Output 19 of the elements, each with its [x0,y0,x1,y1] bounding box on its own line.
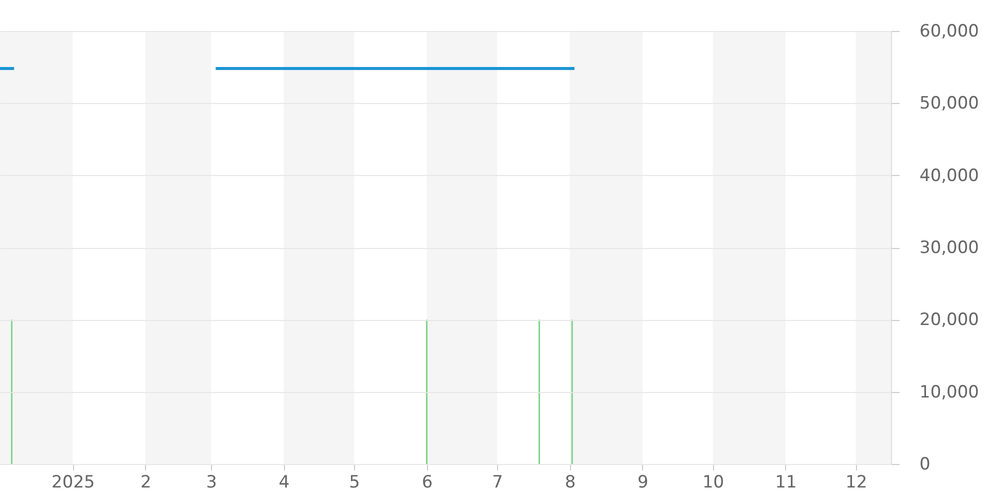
y-tick-label: 20,000 [920,310,979,330]
x-tick-label: 11 [775,472,797,492]
x-tick-label: 10 [702,472,724,492]
y-tick-label: 40,000 [920,166,979,186]
x-tick-label: 7 [492,472,503,492]
x-tick-label: 3 [206,472,217,492]
y-tick-label: 10,000 [920,382,979,402]
y-tick-label: 0 [920,454,930,474]
x-tick-label: 5 [349,472,360,492]
x-tick-label: 4 [278,472,290,492]
x-tick-label: 8 [564,472,576,492]
x-tick-label: 2 [140,472,152,492]
y-tick-label: 60,000 [920,22,979,42]
y-tick-label: 30,000 [920,238,979,258]
y-tick-label: 50,000 [920,94,979,114]
x-tick-label: 9 [638,472,648,492]
x-tick-label: 12 [846,472,868,492]
x-tick-label: 2025 [52,472,95,492]
x-tick-label: 6 [422,472,433,492]
